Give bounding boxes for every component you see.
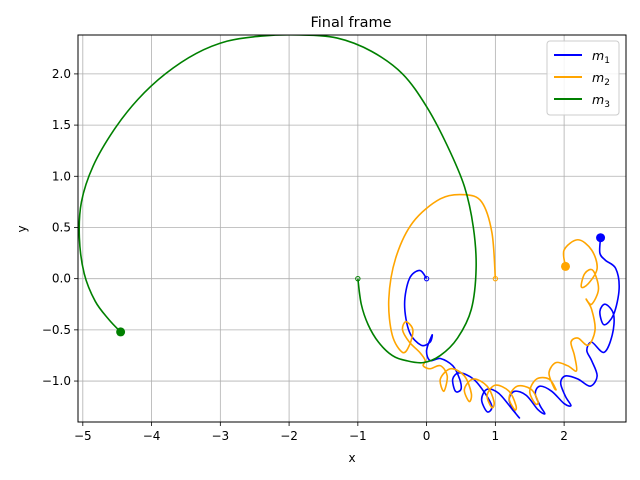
series-m3-line xyxy=(78,35,477,364)
legend-box xyxy=(546,40,620,116)
y-tick-label: 0.5 xyxy=(52,220,71,234)
series-m1-start-marker xyxy=(423,275,430,282)
y-tick-label: −1.0 xyxy=(42,374,71,388)
ticks: −5 −4 −3 −2 −1 0 1 2 −1.0 −0.5 0.0 0.5 1.0 1.5 2.0 xyxy=(42,67,568,443)
legend-label-m3: m3 xyxy=(592,92,610,110)
series-m3-end-marker xyxy=(116,327,126,337)
legend-label-m1: m1 xyxy=(592,48,610,66)
y-tick-label: 0.0 xyxy=(52,272,71,286)
x-tick-label: 1 xyxy=(492,429,500,443)
series-m3-start-marker xyxy=(355,275,361,282)
legend-label-name: m xyxy=(592,92,604,107)
y-tick-label: 2.0 xyxy=(52,67,71,81)
legend-label-subscript: 3 xyxy=(604,100,610,110)
legend-label-name: m xyxy=(592,48,604,63)
x-axis-label: x xyxy=(348,451,355,465)
legend-label-name: m xyxy=(592,70,604,85)
y-axis-label: y xyxy=(15,225,29,232)
series-m1-end-marker xyxy=(596,233,606,243)
x-tick-label: 0 xyxy=(423,429,431,443)
plot-frame xyxy=(77,34,627,423)
y-tick-label: −0.5 xyxy=(42,323,71,337)
legend-label-m2: m2 xyxy=(592,70,610,88)
grid xyxy=(78,35,626,422)
x-tick-label: 2 xyxy=(560,429,568,443)
x-tick-label: −3 xyxy=(211,429,229,443)
y-tick-label: 1.5 xyxy=(52,118,71,132)
x-tick-label: −2 xyxy=(280,429,298,443)
series-m1-line xyxy=(403,237,620,419)
legend-label-subscript: 2 xyxy=(604,78,610,88)
series-layer xyxy=(78,35,620,419)
x-tick-label: −5 xyxy=(74,429,92,443)
chart-title: Final frame xyxy=(310,15,391,31)
series-m2-line xyxy=(387,193,600,411)
legend-label-subscript: 1 xyxy=(604,56,610,66)
series-m2-start-marker xyxy=(492,275,499,282)
x-tick-label: −4 xyxy=(143,429,161,443)
y-tick-label: 1.0 xyxy=(52,169,71,183)
series-m2-end-marker xyxy=(560,261,570,271)
x-tick-label: −1 xyxy=(349,429,367,443)
